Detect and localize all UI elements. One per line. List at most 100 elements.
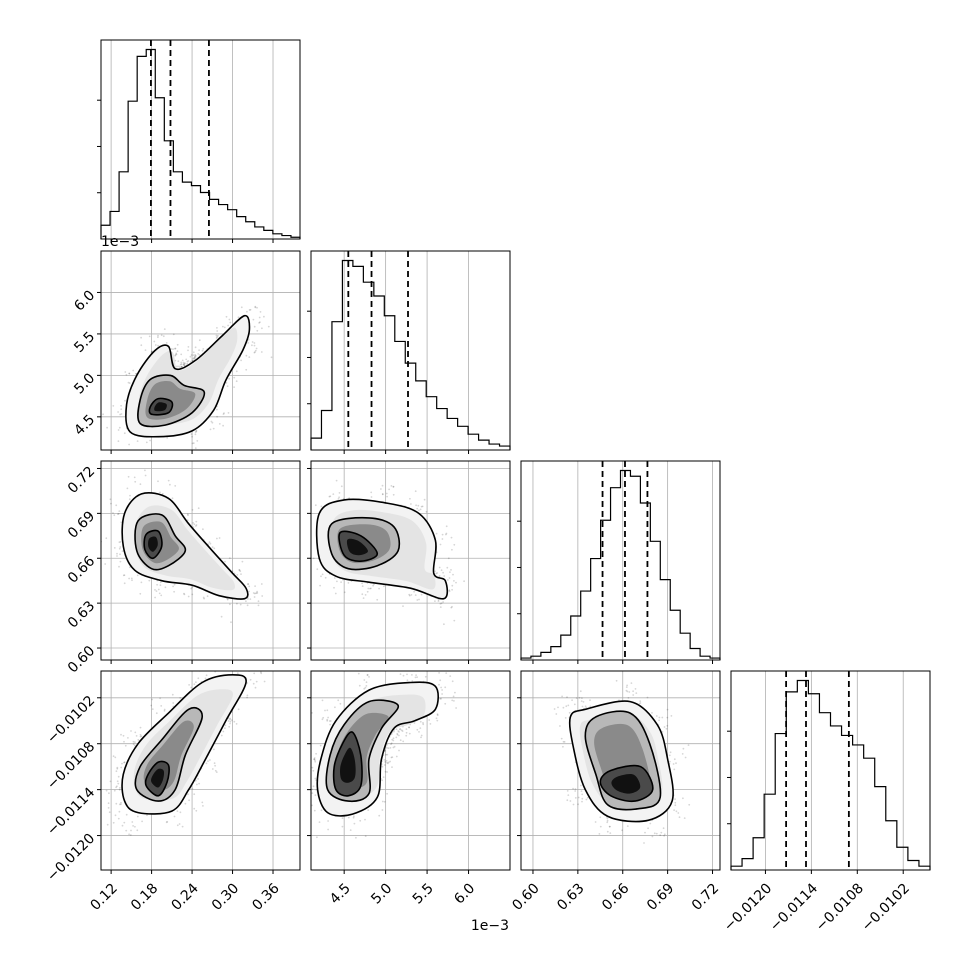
scatter-point <box>451 699 454 702</box>
scatter-point <box>437 600 440 602</box>
scatter-point <box>259 321 261 324</box>
scatter-point <box>392 737 395 740</box>
scatter-point <box>419 727 422 729</box>
scatter-point <box>249 308 252 311</box>
scatter-point <box>319 584 321 587</box>
scatter-point <box>305 558 307 560</box>
density-frame-1-0 <box>100 250 301 451</box>
scatter-point <box>222 325 224 328</box>
scatter-point <box>416 599 419 601</box>
scatter-point <box>451 605 453 608</box>
scatter-point <box>326 719 329 722</box>
scatter-point <box>128 443 131 446</box>
density-level <box>346 538 368 556</box>
scatter-point <box>366 673 369 676</box>
scatter-point <box>402 740 405 743</box>
x-tick-label: −0.0120 <box>721 880 775 934</box>
scatter-point <box>369 587 371 590</box>
scatter-point <box>128 372 131 375</box>
contour-line <box>332 731 363 797</box>
scatter-point <box>437 598 440 601</box>
scatter-point <box>189 355 192 358</box>
scatter-point <box>370 587 372 590</box>
scatter-point <box>447 557 450 560</box>
scatter-point <box>312 785 315 788</box>
scatter-point <box>581 697 583 699</box>
scatter-point <box>364 686 367 689</box>
scatter-point <box>577 803 579 806</box>
contour-line <box>134 706 203 802</box>
scatter-point <box>197 778 200 780</box>
scatter-point <box>578 696 581 699</box>
scatter-point <box>117 817 120 820</box>
scatter-point <box>417 504 420 507</box>
scatter-point <box>236 574 239 576</box>
scatter-point <box>314 777 317 780</box>
scatter-point <box>131 579 133 582</box>
scatter-point <box>255 347 258 350</box>
contour-line <box>568 700 674 823</box>
scatter-point <box>585 798 588 801</box>
scatter-point <box>201 801 204 804</box>
scatter-point <box>443 575 446 577</box>
scatter-point <box>132 825 135 827</box>
scatter-point <box>584 705 587 708</box>
scatter-point <box>134 731 137 734</box>
scatter-point <box>228 557 231 559</box>
x-tick-label: 0.66 <box>599 880 632 913</box>
histogram-panel-0 <box>100 39 301 240</box>
scatter-point <box>665 727 668 730</box>
scatter-point <box>118 541 121 544</box>
scatter-point <box>381 765 384 768</box>
scatter-point <box>147 451 149 453</box>
scatter-point <box>328 495 331 498</box>
scatter-point <box>383 759 386 761</box>
scatter-point <box>175 353 178 356</box>
scatter-point <box>435 572 438 575</box>
scatter-point <box>195 809 198 812</box>
density-fill <box>569 701 674 822</box>
scatter-point <box>392 485 395 488</box>
scatter-point <box>132 740 135 743</box>
scatter-point <box>229 321 232 324</box>
scatter-point <box>196 440 199 442</box>
density-panel-1-0 <box>102 305 273 453</box>
scatter-point <box>136 829 139 832</box>
scatter-point <box>192 354 195 357</box>
scatter-point <box>455 707 457 709</box>
scatter-point <box>123 582 126 585</box>
scatter-point <box>337 699 340 702</box>
scatter-point <box>202 805 204 807</box>
scatter-point <box>144 474 147 477</box>
scatter-point <box>129 494 131 497</box>
scatter-point <box>249 598 252 600</box>
scatter-point <box>451 548 453 551</box>
scatter-point <box>674 801 677 804</box>
scatter-point <box>216 537 218 540</box>
scatter-point <box>677 812 680 814</box>
scatter-point <box>218 423 221 425</box>
scatter-point <box>313 757 316 759</box>
scatter-point <box>643 842 645 844</box>
density-frame-3-2 <box>520 670 721 871</box>
scatter-point <box>134 741 136 743</box>
scatter-point <box>159 584 162 587</box>
scatter-point <box>312 557 315 560</box>
scatter-point <box>132 743 135 746</box>
scatter-point <box>190 587 193 590</box>
scatter-point <box>120 766 123 769</box>
scatter-point <box>118 810 121 813</box>
scatter-point <box>118 788 121 791</box>
scatter-point <box>180 353 183 356</box>
scatter-point <box>118 803 121 806</box>
scatter-point <box>176 810 179 812</box>
scatter-point <box>392 493 395 496</box>
scatter-point <box>386 753 389 756</box>
scatter-point <box>191 788 194 790</box>
scatter-point <box>655 832 658 835</box>
scatter-point <box>148 579 151 582</box>
scatter-point <box>241 667 243 669</box>
contour-line <box>137 374 206 428</box>
scatter-point <box>420 593 423 596</box>
scatter-point <box>179 363 182 366</box>
